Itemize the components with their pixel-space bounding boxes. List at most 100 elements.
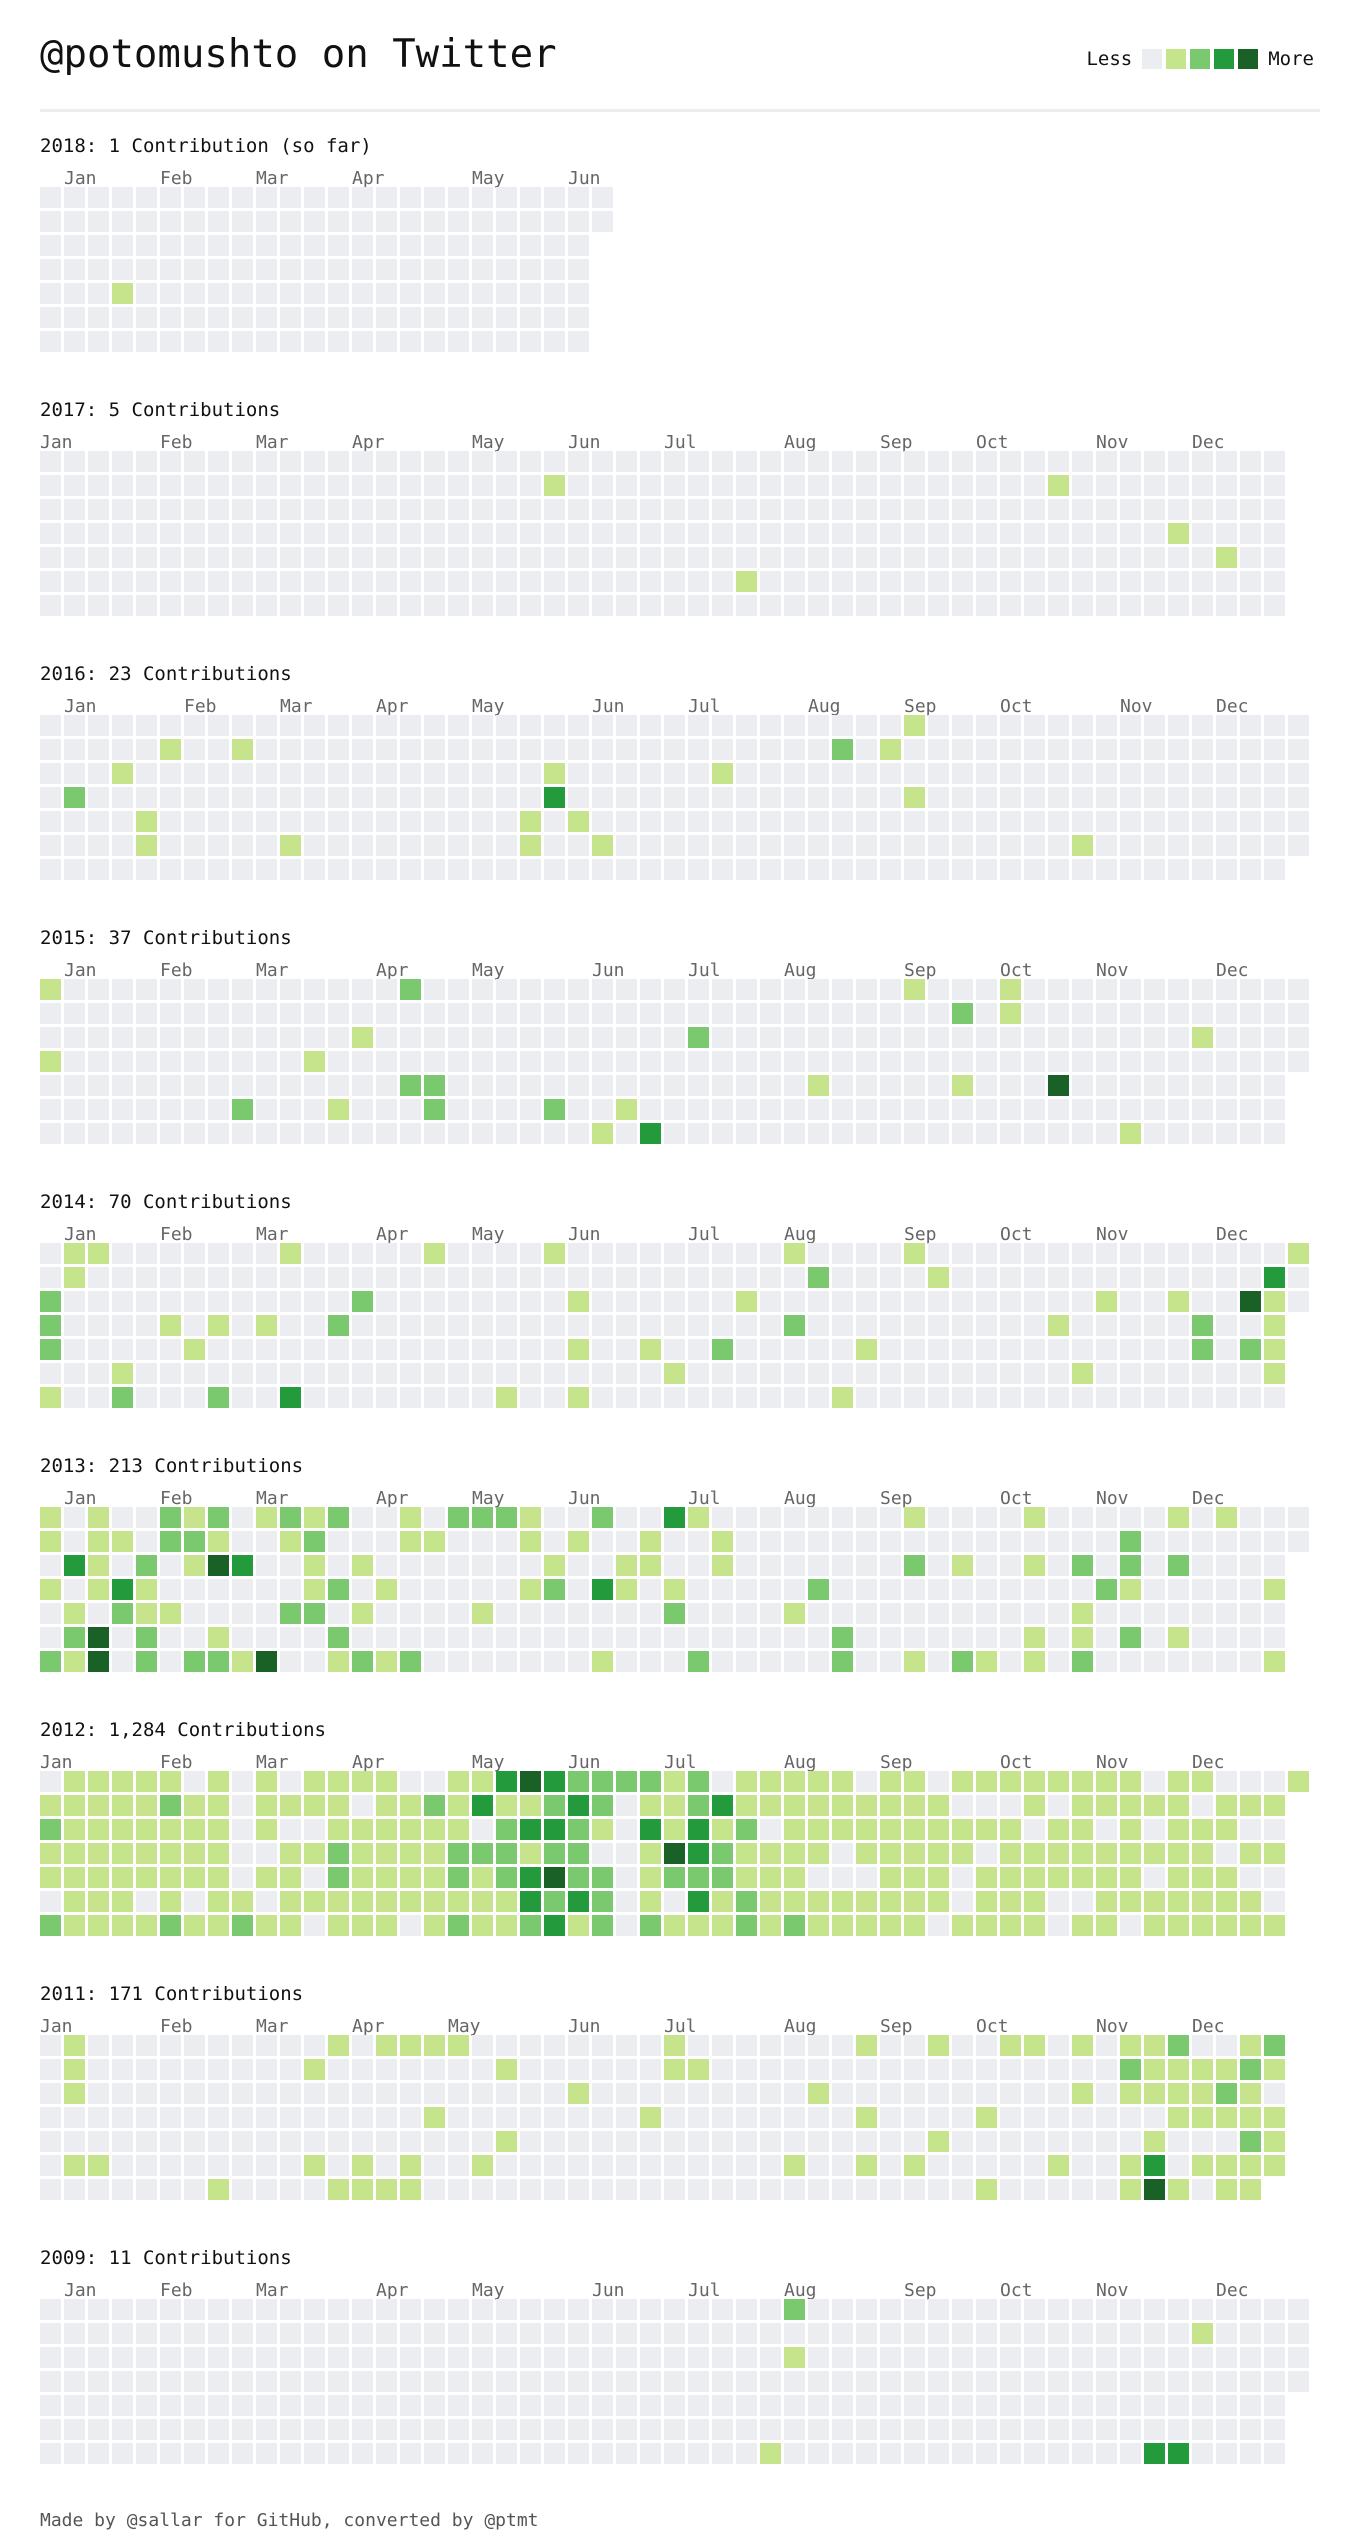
day-cell-level-0[interactable] xyxy=(304,595,325,616)
day-cell-level-0[interactable] xyxy=(64,835,85,856)
day-cell-level-0[interactable] xyxy=(736,2443,757,2464)
day-cell-level-0[interactable] xyxy=(928,475,949,496)
day-cell-level-0[interactable] xyxy=(1216,1531,1237,1552)
day-cell-level-0[interactable] xyxy=(376,715,397,736)
day-cell-level-0[interactable] xyxy=(712,715,733,736)
day-cell-level-0[interactable] xyxy=(688,739,709,760)
day-cell-level-0[interactable] xyxy=(856,1771,877,1792)
day-cell-level-0[interactable] xyxy=(400,1771,421,1792)
day-cell-level-0[interactable] xyxy=(904,475,925,496)
day-cell-level-0[interactable] xyxy=(64,2419,85,2440)
day-cell-level-0[interactable] xyxy=(448,811,469,832)
day-cell-level-0[interactable] xyxy=(88,307,109,328)
day-cell-level-0[interactable] xyxy=(352,451,373,472)
day-cell-level-0[interactable] xyxy=(592,1555,613,1576)
day-cell-level-0[interactable] xyxy=(520,1243,541,1264)
day-cell-level-0[interactable] xyxy=(592,595,613,616)
day-cell-level-1[interactable] xyxy=(568,1915,589,1936)
day-cell-level-1[interactable] xyxy=(64,1819,85,1840)
day-cell-level-0[interactable] xyxy=(1144,763,1165,784)
day-cell-level-0[interactable] xyxy=(256,2395,277,2416)
day-cell-level-0[interactable] xyxy=(472,811,493,832)
day-cell-level-0[interactable] xyxy=(184,1027,205,1048)
day-cell-level-0[interactable] xyxy=(832,2323,853,2344)
day-cell-level-0[interactable] xyxy=(40,2443,61,2464)
day-cell-level-0[interactable] xyxy=(736,1099,757,1120)
day-cell-level-0[interactable] xyxy=(1072,1051,1093,1072)
day-cell-level-0[interactable] xyxy=(1000,2107,1021,2128)
day-cell-level-0[interactable] xyxy=(184,1627,205,1648)
day-cell-level-0[interactable] xyxy=(448,1363,469,1384)
day-cell-level-1[interactable] xyxy=(1264,2107,1285,2128)
day-cell-level-0[interactable] xyxy=(520,1123,541,1144)
day-cell-level-0[interactable] xyxy=(1144,2371,1165,2392)
day-cell-level-0[interactable] xyxy=(448,2347,469,2368)
day-cell-level-0[interactable] xyxy=(856,2299,877,2320)
day-cell-level-0[interactable] xyxy=(1240,1075,1261,1096)
day-cell-level-0[interactable] xyxy=(568,2419,589,2440)
day-cell-level-0[interactable] xyxy=(928,1579,949,1600)
day-cell-level-0[interactable] xyxy=(208,1579,229,1600)
day-cell-level-2[interactable] xyxy=(1072,1651,1093,1672)
day-cell-level-0[interactable] xyxy=(328,499,349,520)
day-cell-level-1[interactable] xyxy=(928,1819,949,1840)
day-cell-level-1[interactable] xyxy=(184,1843,205,1864)
day-cell-level-0[interactable] xyxy=(1072,1267,1093,1288)
day-cell-level-0[interactable] xyxy=(760,2347,781,2368)
day-cell-level-0[interactable] xyxy=(352,187,373,208)
day-cell-level-0[interactable] xyxy=(1048,2395,1069,2416)
day-cell-level-0[interactable] xyxy=(784,1123,805,1144)
day-cell-level-0[interactable] xyxy=(304,211,325,232)
day-cell-level-0[interactable] xyxy=(1096,859,1117,880)
day-cell-level-0[interactable] xyxy=(520,1627,541,1648)
day-cell-level-2[interactable] xyxy=(640,1771,661,1792)
day-cell-level-0[interactable] xyxy=(784,2131,805,2152)
day-cell-level-0[interactable] xyxy=(736,979,757,1000)
day-cell-level-0[interactable] xyxy=(136,2347,157,2368)
day-cell-level-1[interactable] xyxy=(1240,2035,1261,2056)
day-cell-level-0[interactable] xyxy=(352,2347,373,2368)
day-cell-level-0[interactable] xyxy=(664,763,685,784)
day-cell-level-0[interactable] xyxy=(424,1363,445,1384)
day-cell-level-0[interactable] xyxy=(88,1027,109,1048)
day-cell-level-0[interactable] xyxy=(40,2299,61,2320)
day-cell-level-1[interactable] xyxy=(544,475,565,496)
day-cell-level-0[interactable] xyxy=(472,259,493,280)
day-cell-level-1[interactable] xyxy=(64,2155,85,2176)
day-cell-level-0[interactable] xyxy=(760,1099,781,1120)
day-cell-level-0[interactable] xyxy=(184,2155,205,2176)
day-cell-level-0[interactable] xyxy=(832,1075,853,1096)
day-cell-level-0[interactable] xyxy=(448,979,469,1000)
day-cell-level-2[interactable] xyxy=(736,1819,757,1840)
day-cell-level-0[interactable] xyxy=(664,835,685,856)
day-cell-level-0[interactable] xyxy=(712,787,733,808)
day-cell-level-0[interactable] xyxy=(1120,2395,1141,2416)
day-cell-level-2[interactable] xyxy=(160,1531,181,1552)
day-cell-level-0[interactable] xyxy=(1000,1387,1021,1408)
day-cell-level-0[interactable] xyxy=(544,451,565,472)
day-cell-level-0[interactable] xyxy=(1264,2323,1285,2344)
day-cell-level-0[interactable] xyxy=(448,331,469,352)
day-cell-level-0[interactable] xyxy=(88,2131,109,2152)
day-cell-level-0[interactable] xyxy=(1024,2323,1045,2344)
day-cell-level-0[interactable] xyxy=(376,1387,397,1408)
day-cell-level-0[interactable] xyxy=(160,835,181,856)
day-cell-level-0[interactable] xyxy=(976,1243,997,1264)
day-cell-level-0[interactable] xyxy=(736,1243,757,1264)
day-cell-level-1[interactable] xyxy=(640,1339,661,1360)
day-cell-level-1[interactable] xyxy=(520,811,541,832)
day-cell-level-1[interactable] xyxy=(472,1867,493,1888)
day-cell-level-0[interactable] xyxy=(400,499,421,520)
day-cell-level-1[interactable] xyxy=(136,1579,157,1600)
day-cell-level-0[interactable] xyxy=(880,1555,901,1576)
day-cell-level-0[interactable] xyxy=(1264,1867,1285,1888)
day-cell-level-0[interactable] xyxy=(376,1291,397,1312)
day-cell-level-0[interactable] xyxy=(472,235,493,256)
day-cell-level-0[interactable] xyxy=(424,2155,445,2176)
day-cell-level-0[interactable] xyxy=(208,2155,229,2176)
day-cell-level-2[interactable] xyxy=(592,1795,613,1816)
day-cell-level-0[interactable] xyxy=(640,763,661,784)
day-cell-level-0[interactable] xyxy=(448,307,469,328)
day-cell-level-0[interactable] xyxy=(112,2395,133,2416)
day-cell-level-1[interactable] xyxy=(904,1651,925,1672)
